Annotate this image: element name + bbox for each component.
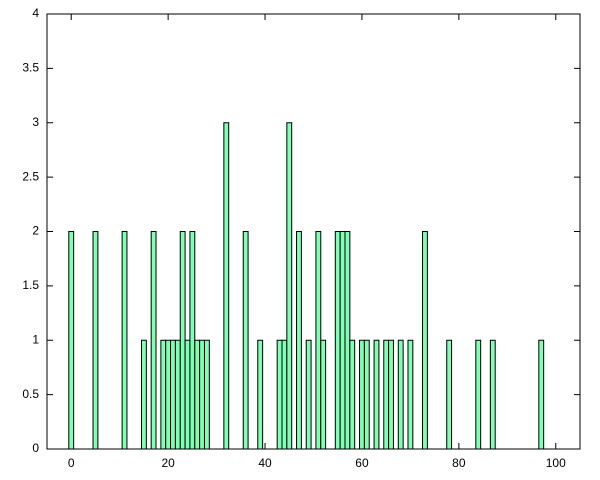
bar: [422, 231, 428, 450]
bar: [184, 339, 191, 450]
x-tick-label: 60: [355, 456, 369, 470]
bar: [174, 339, 181, 450]
bar: [407, 339, 414, 450]
x-tick-label: 40: [258, 456, 272, 470]
bar: [242, 231, 249, 450]
y-tick-label: 0: [32, 441, 39, 455]
bar: [446, 339, 453, 450]
bar: [150, 231, 157, 450]
bar: [363, 339, 370, 450]
bar: [140, 339, 147, 450]
bar: [189, 231, 196, 450]
x-tick-label: 80: [452, 456, 466, 470]
bar: [383, 339, 390, 450]
bar: [296, 231, 302, 450]
bar: [489, 339, 496, 450]
bar: [92, 231, 99, 450]
bar: [165, 339, 172, 450]
bar: [334, 231, 341, 450]
bar: [538, 339, 545, 450]
y-tick-label: 2.5: [22, 169, 39, 183]
y-tick-label: 4: [32, 6, 39, 20]
bar: [223, 122, 230, 450]
y-tick-label: 0.5: [22, 387, 39, 401]
bar: [276, 339, 283, 450]
x-tick-label: 0: [68, 456, 75, 470]
bar: [305, 339, 312, 450]
bar: [397, 339, 404, 450]
bar: [339, 231, 346, 450]
y-tick-label: 3: [32, 115, 39, 129]
bar: [121, 231, 128, 450]
bar: [257, 339, 264, 450]
bar: [281, 339, 288, 450]
bar: [68, 231, 75, 450]
bar: [286, 122, 293, 450]
bar: [170, 339, 176, 450]
y-tick-label: 3.5: [22, 61, 39, 75]
bar: [359, 339, 365, 450]
bar: [349, 339, 356, 450]
bar: [373, 339, 380, 450]
bar: [194, 339, 201, 450]
y-tick-label: 2: [32, 224, 39, 238]
y-tick-label: 1.5: [22, 278, 39, 292]
bar: [320, 339, 327, 450]
y-tick-label: 1: [32, 332, 39, 346]
bar: [160, 339, 167, 450]
x-tick-label: 20: [161, 456, 175, 470]
x-tick-label: 100: [546, 456, 566, 470]
bar: [199, 339, 205, 450]
bar: [315, 231, 322, 450]
bar: [344, 231, 351, 450]
bar: [388, 339, 394, 450]
bar: [475, 339, 482, 450]
bar: [203, 339, 210, 450]
bar: [179, 231, 186, 450]
